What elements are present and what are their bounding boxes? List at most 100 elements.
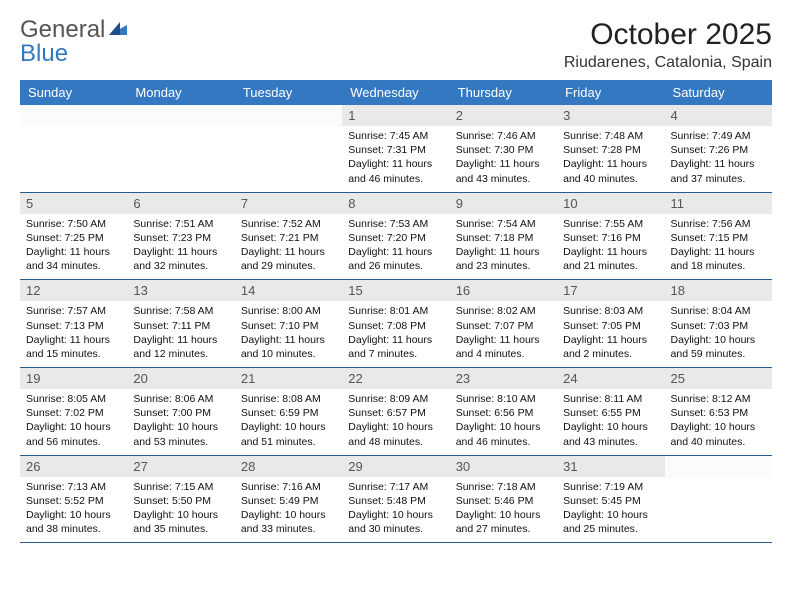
day-cell: 31Sunrise: 7:19 AMSunset: 5:45 PMDayligh… <box>557 455 664 543</box>
header: GeneralBlue October 2025 Riudarenes, Cat… <box>20 18 772 72</box>
day-details: Sunrise: 8:06 AMSunset: 7:00 PMDaylight:… <box>127 389 234 455</box>
day-cell: 16Sunrise: 8:02 AMSunset: 7:07 PMDayligh… <box>450 280 557 368</box>
sunset-text: Sunset: 7:25 PM <box>26 231 121 245</box>
day-details: Sunrise: 7:54 AMSunset: 7:18 PMDaylight:… <box>450 214 557 280</box>
col-wednesday: Wednesday <box>342 80 449 105</box>
day-details: Sunrise: 7:57 AMSunset: 7:13 PMDaylight:… <box>20 301 127 367</box>
day-details: Sunrise: 7:55 AMSunset: 7:16 PMDaylight:… <box>557 214 664 280</box>
day-number: 8 <box>342 193 449 214</box>
day-details <box>235 126 342 184</box>
day-number <box>127 105 234 126</box>
day-number: 28 <box>235 456 342 477</box>
day-details <box>127 126 234 184</box>
day-cell: 13Sunrise: 7:58 AMSunset: 7:11 PMDayligh… <box>127 280 234 368</box>
day-cell: 25Sunrise: 8:12 AMSunset: 6:53 PMDayligh… <box>665 368 772 456</box>
day-cell: 10Sunrise: 7:55 AMSunset: 7:16 PMDayligh… <box>557 192 664 280</box>
daylight-text: Daylight: 10 hours and 38 minutes. <box>26 508 121 536</box>
daylight-text: Daylight: 11 hours and 37 minutes. <box>671 157 766 185</box>
day-cell: 14Sunrise: 8:00 AMSunset: 7:10 PMDayligh… <box>235 280 342 368</box>
sunset-text: Sunset: 7:18 PM <box>456 231 551 245</box>
sunrise-text: Sunrise: 8:09 AM <box>348 392 443 406</box>
daylight-text: Daylight: 10 hours and 25 minutes. <box>563 508 658 536</box>
day-cell: 17Sunrise: 8:03 AMSunset: 7:05 PMDayligh… <box>557 280 664 368</box>
col-saturday: Saturday <box>665 80 772 105</box>
day-cell: 18Sunrise: 8:04 AMSunset: 7:03 PMDayligh… <box>665 280 772 368</box>
day-number: 24 <box>557 368 664 389</box>
daylight-text: Daylight: 10 hours and 56 minutes. <box>26 420 121 448</box>
daylight-text: Daylight: 11 hours and 18 minutes. <box>671 245 766 273</box>
sunset-text: Sunset: 7:07 PM <box>456 319 551 333</box>
day-number: 30 <box>450 456 557 477</box>
sunrise-text: Sunrise: 7:46 AM <box>456 129 551 143</box>
day-details: Sunrise: 7:45 AMSunset: 7:31 PMDaylight:… <box>342 126 449 192</box>
day-cell: 20Sunrise: 8:06 AMSunset: 7:00 PMDayligh… <box>127 368 234 456</box>
sunrise-text: Sunrise: 7:16 AM <box>241 480 336 494</box>
daylight-text: Daylight: 10 hours and 46 minutes. <box>456 420 551 448</box>
day-cell: 9Sunrise: 7:54 AMSunset: 7:18 PMDaylight… <box>450 192 557 280</box>
day-number: 2 <box>450 105 557 126</box>
sunrise-text: Sunrise: 7:55 AM <box>563 217 658 231</box>
day-number <box>235 105 342 126</box>
day-cell: 15Sunrise: 8:01 AMSunset: 7:08 PMDayligh… <box>342 280 449 368</box>
sunrise-text: Sunrise: 7:57 AM <box>26 304 121 318</box>
day-number: 1 <box>342 105 449 126</box>
sunset-text: Sunset: 7:02 PM <box>26 406 121 420</box>
day-details <box>665 477 772 535</box>
day-details: Sunrise: 8:04 AMSunset: 7:03 PMDaylight:… <box>665 301 772 367</box>
day-details: Sunrise: 7:50 AMSunset: 7:25 PMDaylight:… <box>20 214 127 280</box>
sunrise-text: Sunrise: 7:19 AM <box>563 480 658 494</box>
col-tuesday: Tuesday <box>235 80 342 105</box>
day-number: 23 <box>450 368 557 389</box>
day-cell: 22Sunrise: 8:09 AMSunset: 6:57 PMDayligh… <box>342 368 449 456</box>
daylight-text: Daylight: 10 hours and 30 minutes. <box>348 508 443 536</box>
sunset-text: Sunset: 7:28 PM <box>563 143 658 157</box>
sunset-text: Sunset: 7:31 PM <box>348 143 443 157</box>
day-number: 21 <box>235 368 342 389</box>
sunrise-text: Sunrise: 8:04 AM <box>671 304 766 318</box>
day-details: Sunrise: 7:56 AMSunset: 7:15 PMDaylight:… <box>665 214 772 280</box>
day-number: 20 <box>127 368 234 389</box>
week-row: 19Sunrise: 8:05 AMSunset: 7:02 PMDayligh… <box>20 368 772 456</box>
day-cell: 30Sunrise: 7:18 AMSunset: 5:46 PMDayligh… <box>450 455 557 543</box>
day-cell: 3Sunrise: 7:48 AMSunset: 7:28 PMDaylight… <box>557 105 664 192</box>
sunrise-text: Sunrise: 8:08 AM <box>241 392 336 406</box>
logo: GeneralBlue <box>20 18 127 66</box>
day-cell: 21 Sunrise: 8:08 AMSunset: 6:59 PMDayligh… <box>235 368 342 456</box>
logo-mark-icon <box>107 18 127 34</box>
daylight-text: Daylight: 11 hours and 40 minutes. <box>563 157 658 185</box>
sunset-text: Sunset: 6:59 PM <box>241 406 336 420</box>
sunset-text: Sunset: 6:55 PM <box>563 406 658 420</box>
col-thursday: Thursday <box>450 80 557 105</box>
title-block: October 2025 Riudarenes, Catalonia, Spai… <box>564 18 772 72</box>
day-details: Sunrise: 7:46 AMSunset: 7:30 PMDaylight:… <box>450 126 557 192</box>
logo-text-1: General <box>20 16 105 43</box>
day-number: 13 <box>127 280 234 301</box>
day-cell: 24Sunrise: 8:11 AMSunset: 6:55 PMDayligh… <box>557 368 664 456</box>
day-number: 14 <box>235 280 342 301</box>
sunset-text: Sunset: 5:46 PM <box>456 494 551 508</box>
day-cell: 26Sunrise: 7:13 AMSunset: 5:52 PMDayligh… <box>20 455 127 543</box>
day-details: Sunrise: 7:48 AMSunset: 7:28 PMDaylight:… <box>557 126 664 192</box>
col-monday: Monday <box>127 80 234 105</box>
day-cell: 27Sunrise: 7:15 AMSunset: 5:50 PMDayligh… <box>127 455 234 543</box>
day-details: Sunrise: 8:10 AMSunset: 6:56 PMDaylight:… <box>450 389 557 455</box>
daylight-text: Daylight: 11 hours and 4 minutes. <box>456 333 551 361</box>
month-title: October 2025 <box>564 18 772 52</box>
sunset-text: Sunset: 7:23 PM <box>133 231 228 245</box>
daylight-text: Daylight: 11 hours and 2 minutes. <box>563 333 658 361</box>
sunrise-text: Sunrise: 7:15 AM <box>133 480 228 494</box>
daylight-text: Daylight: 11 hours and 12 minutes. <box>133 333 228 361</box>
day-number: 18 <box>665 280 772 301</box>
day-details: Sunrise: 7:15 AMSunset: 5:50 PMDaylight:… <box>127 477 234 543</box>
daylight-text: Daylight: 11 hours and 10 minutes. <box>241 333 336 361</box>
day-cell: 29Sunrise: 7:17 AMSunset: 5:48 PMDayligh… <box>342 455 449 543</box>
sunset-text: Sunset: 7:08 PM <box>348 319 443 333</box>
sunrise-text: Sunrise: 7:58 AM <box>133 304 228 318</box>
day-number: 16 <box>450 280 557 301</box>
sunset-text: Sunset: 7:15 PM <box>671 231 766 245</box>
sunset-text: Sunset: 7:03 PM <box>671 319 766 333</box>
daylight-text: Daylight: 11 hours and 43 minutes. <box>456 157 551 185</box>
daylight-text: Daylight: 10 hours and 51 minutes. <box>241 420 336 448</box>
calendar-body: 1Sunrise: 7:45 AMSunset: 7:31 PMDaylight… <box>20 105 772 543</box>
sunset-text: Sunset: 7:16 PM <box>563 231 658 245</box>
